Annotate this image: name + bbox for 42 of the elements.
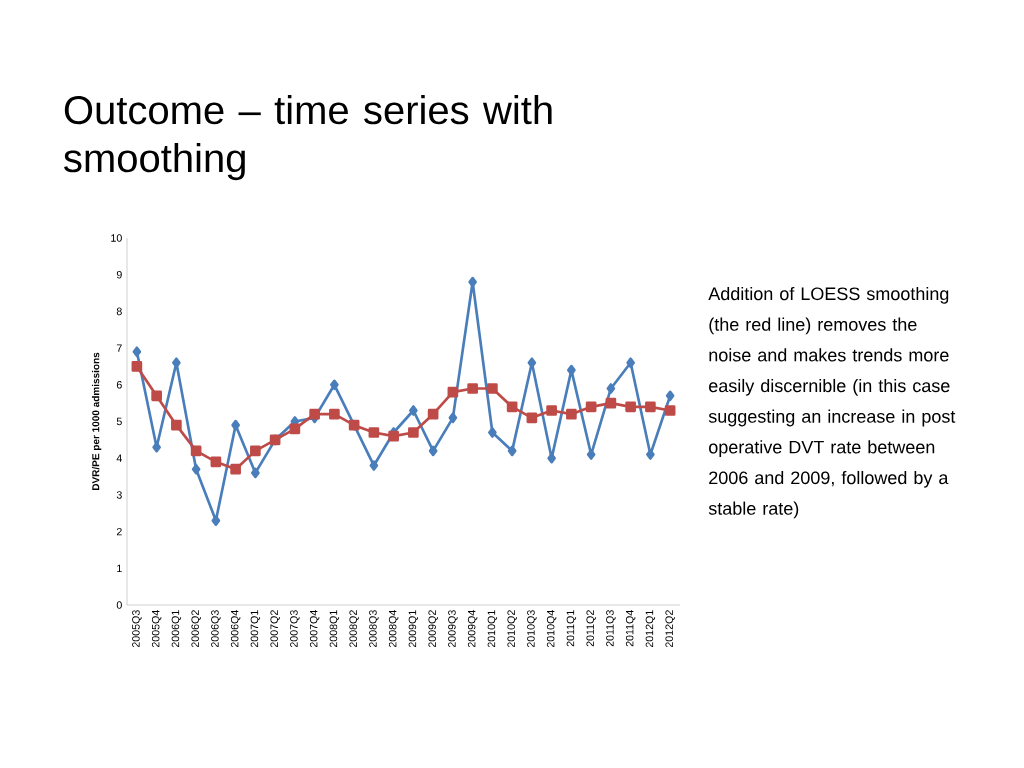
- x-tick-label: 2011Q4: [625, 610, 636, 647]
- y-tick-label: 3: [116, 491, 122, 499]
- chart-title: Outcome – time series with smoothing: [64, 94, 552, 181]
- y-tick-label: 5: [116, 417, 122, 426]
- x-tick-label: 2006Q1: [171, 610, 182, 648]
- y-tick-label: 7: [116, 344, 122, 352]
- x-tick-label: 2007Q2: [270, 610, 280, 648]
- y-tick-label: 2: [116, 527, 122, 536]
- x-tick-label: 2011Q1: [566, 610, 577, 647]
- x-tick-label: 2008Q4: [388, 610, 399, 648]
- x-tick-label: 2006Q3: [211, 610, 221, 648]
- x-tick-label: 2009Q1: [408, 610, 419, 648]
- x-tick-label: 2010Q3: [527, 610, 537, 648]
- y-tick-label: 4: [116, 454, 122, 462]
- x-tick-label: 2011Q2: [586, 610, 596, 647]
- x-tick-label: 2010Q4: [546, 610, 557, 648]
- x-tick-label: 2008Q2: [349, 610, 359, 648]
- x-tick-label: 2012Q2: [665, 610, 675, 648]
- x-tick-label: 2007Q1: [250, 610, 261, 648]
- y-tick-label: 8: [116, 307, 122, 316]
- y-tick-label: 1: [117, 564, 122, 572]
- x-tick-label: 2007Q4: [309, 610, 320, 648]
- x-tick-label: 2010Q1: [487, 610, 498, 648]
- x-tick-label: 2007Q3: [290, 610, 300, 648]
- x-tick-label: 2011Q3: [606, 610, 616, 647]
- y-tick-label: 6: [116, 381, 122, 389]
- x-tick-label: 2009Q4: [467, 610, 478, 648]
- x-tick-label: 2009Q3: [448, 610, 458, 648]
- x-tick-label: 2005Q3: [132, 610, 142, 648]
- y-axis-title: DVR/PE per 1000 admissions: [91, 352, 102, 491]
- x-tick-label: 2006Q2: [191, 610, 201, 648]
- x-tick-label: 2012Q1: [645, 610, 656, 648]
- y-tick-label: 10: [111, 234, 122, 242]
- x-tick-label: 2008Q1: [329, 610, 340, 648]
- x-tick-label: 2005Q4: [151, 610, 162, 648]
- x-tick-label: 2006Q4: [230, 610, 241, 648]
- x-tick-label: 2010Q2: [507, 610, 517, 648]
- x-tick-label: 2008Q3: [369, 610, 379, 648]
- x-tick-label: 2009Q2: [428, 610, 438, 648]
- y-tick-label: 9: [116, 270, 122, 279]
- text: Addition of LOESS smoothing (the red line) removes the noise and makes trends more easily discernible (in this case suggesting an increase in post operative DVT rate between 2006 and 2009, followed by a stable rate): [708, 286, 956, 519]
- y-tick-label: 0: [116, 601, 122, 609]
